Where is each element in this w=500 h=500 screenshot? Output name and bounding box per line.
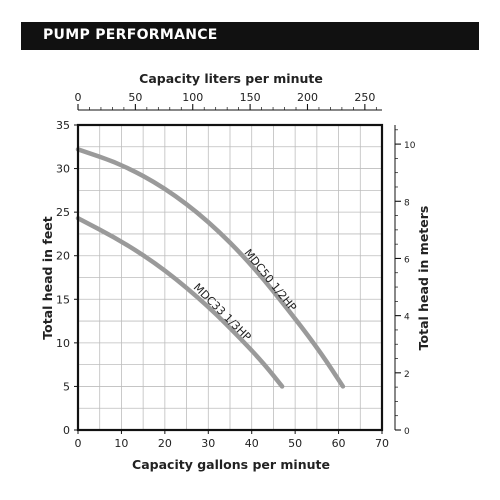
x2-tick-label: 50 xyxy=(128,91,142,104)
y-tick-label: 35 xyxy=(56,119,70,132)
y-tick-label: 30 xyxy=(56,163,70,176)
x2-tick-label: 200 xyxy=(297,91,318,104)
y2-tick-label: 6 xyxy=(404,255,410,265)
header-bar: PUMP PERFORMANCE xyxy=(21,22,479,50)
y-tick-label: 10 xyxy=(56,337,70,350)
y-tick-label: 0 xyxy=(63,424,70,437)
series-label-0: MDC50 1/2HP xyxy=(241,247,299,314)
y-tick-label: 15 xyxy=(56,293,70,306)
series-label-1: MDC33 1/3HP xyxy=(191,281,254,344)
right-axis-title: Total head in meters xyxy=(416,206,431,351)
x-tick-label: 20 xyxy=(158,437,172,450)
x-axis-title: Capacity gallons per minute xyxy=(132,457,330,472)
y2-tick-label: 8 xyxy=(404,198,410,208)
page-title: PUMP PERFORMANCE xyxy=(43,27,218,43)
series-line-1 xyxy=(75,215,285,389)
series-line-0 xyxy=(75,147,346,389)
x-tick-label: 40 xyxy=(245,437,259,450)
x2-tick-label: 150 xyxy=(240,91,261,104)
x-tick-label: 60 xyxy=(332,437,346,450)
y2-tick-label: 0 xyxy=(404,427,410,437)
top-axis-title: Capacity liters per minute xyxy=(139,71,323,86)
x-tick-label: 50 xyxy=(288,437,302,450)
y-tick-label: 5 xyxy=(63,380,70,393)
x-tick-label: 0 xyxy=(75,437,82,450)
y2-tick-label: 10 xyxy=(404,141,416,151)
x-tick-label: 30 xyxy=(201,437,215,450)
x-tick-label: 10 xyxy=(114,437,128,450)
y2-tick-label: 2 xyxy=(404,370,410,380)
y2-tick-label: 4 xyxy=(404,313,410,323)
x2-tick-label: 100 xyxy=(182,91,203,104)
x2-tick-label: 250 xyxy=(354,91,375,104)
x2-tick-label: 0 xyxy=(75,91,82,104)
plot-frame xyxy=(76,123,384,432)
y-tick-label: 25 xyxy=(56,206,70,219)
ticks xyxy=(74,104,401,434)
grid xyxy=(78,125,382,430)
y-tick-label: 20 xyxy=(56,250,70,263)
y-axis-title: Total head in feet xyxy=(40,216,55,340)
x-tick-label: 70 xyxy=(375,437,389,450)
